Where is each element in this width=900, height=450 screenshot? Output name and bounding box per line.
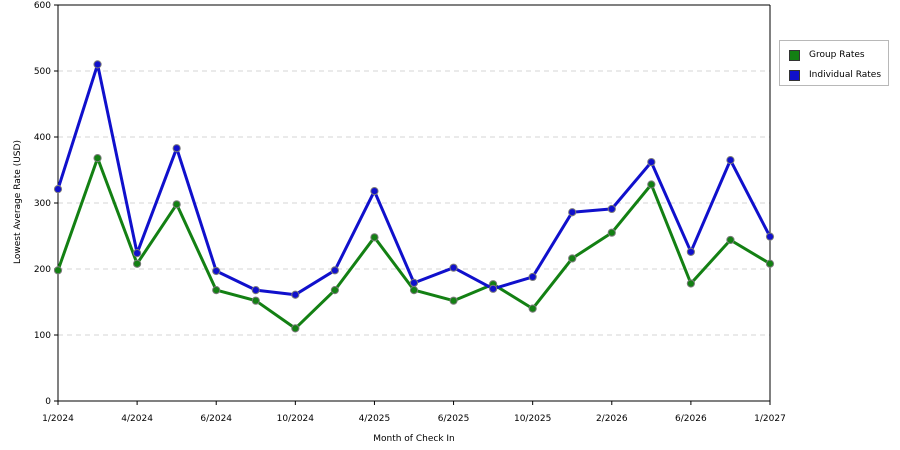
legend-item-individual-rates: Individual Rates — [789, 68, 881, 82]
point-individual-rates-7 — [330, 266, 339, 275]
point-group-rates-7 — [330, 286, 339, 295]
point-group-rates-15 — [647, 180, 656, 189]
series-individual-rates — [53, 60, 775, 299]
point-group-rates-10 — [449, 296, 458, 305]
point-individual-rates-17 — [726, 156, 735, 165]
series-line-individual-rates — [56, 62, 772, 297]
point-individual-rates-4 — [212, 266, 221, 276]
point-group-rates-1 — [93, 154, 102, 163]
y-tick-label-0: 0 — [45, 397, 51, 407]
y-tick-label-200: 200 — [34, 265, 51, 275]
y-tick-label-600: 600 — [34, 1, 51, 11]
point-individual-rates-16 — [686, 247, 695, 256]
x-tick-label-4-2025: 4/2025 — [359, 414, 391, 424]
x-tick-label-10-2024: 10/2024 — [277, 414, 315, 424]
point-individual-rates-9 — [409, 278, 419, 287]
grid-lines — [58, 70, 770, 336]
x-tick-label-4-2024: 4/2024 — [121, 414, 153, 424]
point-group-rates-4 — [212, 286, 221, 295]
point-individual-rates-15 — [647, 157, 656, 167]
point-group-rates-13 — [568, 254, 577, 263]
point-individual-rates-8 — [370, 187, 379, 196]
point-group-rates-3 — [172, 200, 181, 209]
point-individual-rates-13 — [568, 208, 577, 217]
point-group-rates-9 — [409, 286, 419, 295]
y-tick-label-300: 300 — [34, 199, 51, 209]
y-axis-title: Lowest Average Rate (USD) — [13, 140, 23, 264]
x-tick-label-2-2026: 2/2026 — [596, 414, 628, 424]
point-group-rates-0 — [53, 266, 63, 275]
x-tick-label-1-2027: 1/2027 — [754, 414, 786, 424]
point-individual-rates-6 — [291, 290, 300, 299]
legend-label-group-rates: Group Rates — [809, 50, 865, 60]
axes — [54, 4, 771, 405]
tick-labels: 0 100 200 300 400 500 600 1/2024 4/2024 6/2024 10/… — [34, 1, 786, 424]
x-axis-title: Month of Check In — [373, 434, 455, 444]
point-group-rates-6 — [291, 324, 300, 333]
x-tick-label-1-2024: 1/2024 — [42, 414, 74, 424]
point-individual-rates-3 — [172, 144, 181, 153]
point-individual-rates-5 — [251, 286, 260, 295]
legend-swatch-individual-rates — [789, 69, 800, 81]
legend-swatch-group-rates — [789, 49, 800, 61]
x-tick-label-10-2025: 10/2025 — [514, 414, 551, 424]
y-tick-label-400: 400 — [34, 133, 51, 143]
point-individual-rates-2 — [133, 249, 142, 258]
point-individual-rates-12 — [528, 272, 537, 282]
y-tick-label-100: 100 — [34, 331, 51, 341]
legend-item-group-rates: Group Rates — [789, 48, 865, 62]
y-tick-label-500: 500 — [34, 67, 51, 77]
point-individual-rates-18 — [765, 232, 775, 241]
point-group-rates-17 — [726, 235, 735, 245]
point-group-rates-16 — [686, 279, 695, 288]
point-group-rates-12 — [528, 304, 537, 313]
point-group-rates-18 — [765, 259, 775, 268]
point-group-rates-14 — [607, 228, 616, 237]
series-group-rates — [53, 154, 775, 333]
point-individual-rates-1 — [93, 60, 102, 69]
point-group-rates-2 — [133, 259, 142, 268]
point-individual-rates-10 — [449, 263, 458, 272]
point-individual-rates-14 — [607, 204, 616, 214]
legend-label-individual-rates: Individual Rates — [809, 70, 882, 80]
x-tick-label-6-2025: 6/2025 — [438, 414, 470, 424]
legend: Group Rates Individual Rates — [779, 40, 889, 86]
x-tick-label-6-2026: 6/2026 — [675, 414, 707, 424]
point-individual-rates-0 — [53, 185, 63, 194]
series-layer — [53, 60, 775, 333]
x-tick-label-6-2024: 6/2024 — [200, 414, 232, 424]
point-group-rates-5 — [251, 296, 260, 305]
point-individual-rates-11 — [489, 284, 498, 293]
point-group-rates-8 — [370, 233, 379, 242]
